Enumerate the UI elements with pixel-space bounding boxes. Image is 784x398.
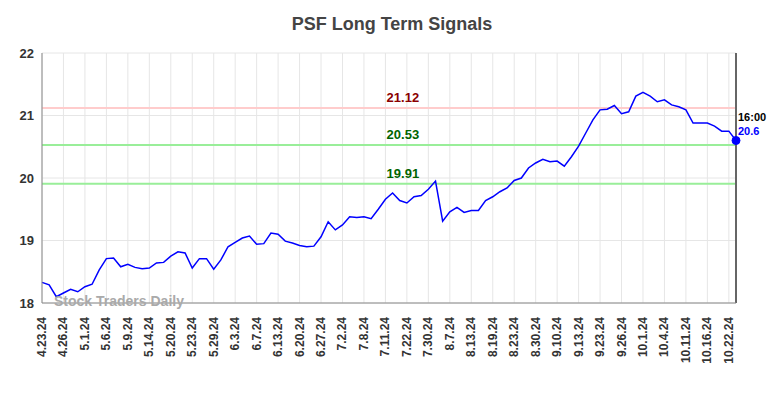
- svg-text:7.11.24: 7.11.24: [378, 317, 392, 357]
- svg-text:19.91: 19.91: [387, 166, 420, 181]
- svg-text:5.29.24: 5.29.24: [207, 317, 221, 357]
- svg-text:4.23.24: 4.23.24: [35, 317, 49, 357]
- svg-text:21: 21: [20, 108, 34, 123]
- svg-text:8.23.24: 8.23.24: [507, 317, 521, 357]
- svg-text:10.4.24: 10.4.24: [657, 317, 671, 357]
- svg-text:20: 20: [20, 171, 34, 186]
- svg-text:9.10.24: 9.10.24: [550, 317, 564, 357]
- svg-text:8.13.24: 8.13.24: [464, 317, 478, 357]
- svg-text:7.30.24: 7.30.24: [421, 317, 435, 357]
- svg-text:4.26.24: 4.26.24: [56, 317, 70, 357]
- html-text:Stock Traders Daily: Stock Traders Daily: [54, 293, 184, 309]
- svg-text:5.20.24: 5.20.24: [164, 317, 178, 357]
- svg-text:5.9.24: 5.9.24: [121, 317, 135, 351]
- svg-text:6.20.24: 6.20.24: [293, 317, 307, 357]
- svg-text:18: 18: [20, 296, 34, 311]
- svg-text:6.7.24: 6.7.24: [250, 317, 264, 351]
- svg-text:7.22.24: 7.22.24: [400, 317, 414, 357]
- svg-text:5.23.24: 5.23.24: [185, 317, 199, 357]
- svg-text:20.6: 20.6: [738, 125, 759, 137]
- svg-text:10.16.24: 10.16.24: [700, 317, 714, 364]
- svg-text:8.7.24: 8.7.24: [443, 317, 457, 351]
- svg-text:6.13.24: 6.13.24: [271, 317, 285, 357]
- svg-text:21.12: 21.12: [387, 90, 420, 105]
- svg-text:9.23.24: 9.23.24: [593, 317, 607, 357]
- svg-text:5.14.24: 5.14.24: [142, 317, 156, 357]
- svg-text:8.30.24: 8.30.24: [529, 317, 543, 357]
- svg-text:20.53: 20.53: [387, 127, 420, 142]
- svg-text:19: 19: [20, 233, 34, 248]
- svg-text:9.13.24: 9.13.24: [572, 317, 586, 357]
- svg-text:10.22.24: 10.22.24: [722, 317, 736, 364]
- svg-text:10.11.24: 10.11.24: [679, 317, 693, 363]
- svg-text:6.27.24: 6.27.24: [314, 317, 328, 357]
- svg-text:5.1.24: 5.1.24: [78, 317, 92, 351]
- svg-text:16:00: 16:00: [738, 111, 766, 123]
- html-text:PSF Long Term Signals: PSF Long Term Signals: [291, 14, 493, 34]
- svg-text:6.3.24: 6.3.24: [228, 317, 242, 351]
- svg-text:8.19.24: 8.19.24: [486, 317, 500, 357]
- svg-text:7.2.24: 7.2.24: [335, 317, 349, 351]
- svg-text:22: 22: [20, 46, 34, 61]
- svg-text:9.26.24: 9.26.24: [615, 317, 629, 357]
- svg-text:7.8.24: 7.8.24: [357, 317, 371, 351]
- svg-text:10.1.24: 10.1.24: [636, 317, 650, 357]
- svg-text:5.6.24: 5.6.24: [99, 317, 113, 351]
